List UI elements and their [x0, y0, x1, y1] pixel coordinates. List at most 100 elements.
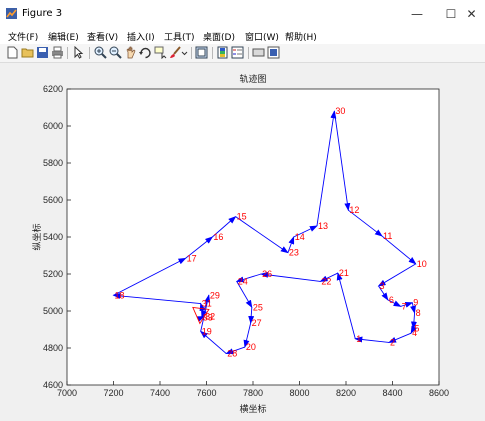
pan-icon[interactable]	[124, 46, 137, 59]
edit-plot-icon[interactable]	[72, 46, 85, 59]
point-label: 16	[213, 232, 223, 242]
point-label: 13	[318, 221, 328, 231]
point-label: 28	[227, 349, 237, 359]
figure-toolbar	[0, 44, 485, 63]
brush-icon[interactable]	[169, 46, 182, 59]
y-tick-label: 6000	[43, 121, 63, 131]
toolbar-separator	[89, 47, 90, 59]
show-plot-tools-icon[interactable]	[267, 46, 280, 59]
point-label: 5	[414, 324, 419, 334]
colorbar-icon[interactable]	[216, 46, 229, 59]
point-label: 22	[321, 276, 331, 286]
point-label: 25	[253, 302, 263, 312]
trajectory-segment	[235, 273, 262, 283]
link-plot-icon[interactable]	[195, 46, 208, 59]
trajectory-segment	[243, 322, 252, 349]
y-tick-label: 5000	[43, 306, 63, 316]
new-figure-icon[interactable]	[6, 46, 19, 59]
toolbar-separator	[212, 47, 213, 59]
point-label: 11	[383, 231, 392, 241]
menu-insert[interactable]: 插入(I)	[127, 33, 155, 43]
point-label: 31	[202, 299, 212, 309]
start-marker	[192, 306, 210, 325]
trajectory-segment	[387, 299, 402, 307]
trajectory-segment	[235, 216, 289, 254]
maximize-button[interactable]: ☐	[445, 7, 457, 21]
chevron-down-icon[interactable]	[181, 46, 188, 59]
menu-desktop[interactable]: 桌面(D)	[203, 33, 235, 43]
hide-plot-tools-icon[interactable]	[252, 46, 265, 59]
x-tick-label: 7600	[196, 388, 216, 398]
trajectory-segment	[293, 225, 318, 238]
trajectory-segment	[185, 236, 214, 259]
open-file-icon[interactable]	[21, 46, 34, 59]
trajectory-segment	[212, 215, 237, 238]
menu-view[interactable]: 查看(V)	[87, 33, 119, 43]
trajectory-segment	[248, 307, 255, 325]
x-tick-label: 7400	[150, 388, 170, 398]
zoom-in-icon[interactable]	[94, 46, 107, 59]
x-tick-label: 7200	[103, 388, 123, 398]
menu-help[interactable]: 帮助(H)	[285, 33, 317, 43]
zoom-out-icon[interactable]	[109, 46, 122, 59]
point-label: 12	[349, 205, 359, 215]
chart-title: 轨迹图	[239, 73, 266, 85]
x-axis-ticks: 7000 7200 7400 7600 7800 8000 8200 8400 8600	[57, 381, 449, 398]
y-axis-label: 纵坐标	[31, 223, 43, 250]
trajectory-segment	[316, 110, 337, 226]
trajectory-segment	[113, 257, 187, 296]
point-label: 29	[210, 290, 220, 300]
trajectory-segment	[319, 272, 339, 282]
trajectory-segment	[377, 263, 416, 287]
x-tick-label: 7800	[243, 388, 263, 398]
point-label: 3	[380, 281, 385, 291]
trajectory-segment	[236, 281, 253, 309]
data-cursor-icon[interactable]	[154, 46, 167, 59]
point-label: 23	[289, 248, 299, 258]
point-label: 19	[202, 326, 212, 336]
point-label: 27	[252, 318, 262, 328]
minimize-button[interactable]: —	[411, 7, 423, 21]
vertical-scrollbar[interactable]	[475, 63, 485, 421]
menu-edit[interactable]: 编辑(E)	[48, 33, 79, 43]
trajectory-segment	[381, 235, 417, 265]
rotate-3d-icon[interactable]	[139, 46, 152, 59]
point-label: 7	[402, 301, 407, 311]
x-tick-label: 8400	[382, 388, 402, 398]
point-label: 32	[205, 312, 215, 322]
window-title: Figure 3	[22, 8, 63, 19]
point-label: 26	[262, 269, 272, 279]
trajectory-chart: 轨迹图 横坐标 纵坐标 7000 7200 7400 7600 7800 8000 8200…	[31, 73, 449, 415]
point-label: 8	[416, 308, 421, 318]
trajectory-segment	[199, 330, 227, 354]
trajectory-segment	[260, 271, 321, 282]
menu-file[interactable]: 文件(F)	[8, 33, 39, 43]
save-icon[interactable]	[36, 46, 49, 59]
menu-tools[interactable]: 工具(T)	[164, 33, 195, 43]
point-label: 6	[389, 295, 394, 305]
point-label: 30	[335, 106, 345, 116]
point-label: 17	[187, 253, 197, 263]
legend-icon[interactable]	[231, 46, 244, 59]
trajectory-segment	[410, 302, 416, 314]
start-triangle-marker	[192, 306, 210, 325]
x-tick-label: 8000	[289, 388, 309, 398]
close-button[interactable]: ✕	[466, 7, 477, 21]
trajectory-segment	[225, 346, 246, 355]
y-tick-label: 5400	[43, 232, 63, 242]
trajectory-path	[112, 110, 417, 355]
matlab-figure-icon	[6, 8, 17, 19]
point-label: 10	[417, 259, 427, 269]
trajectory-segment	[333, 111, 351, 212]
trajectory-segment	[354, 336, 390, 343]
trajectory-segment	[112, 292, 201, 305]
trajectory-segment	[348, 209, 383, 237]
print-icon[interactable]	[51, 46, 64, 59]
point-label: 18	[115, 290, 125, 300]
x-tick-label: 7000	[57, 388, 77, 398]
menu-window[interactable]: 窗口(W)	[245, 33, 279, 43]
trajectory-segment	[201, 295, 210, 319]
trajectory-segment	[410, 325, 417, 335]
point-label: 15	[237, 212, 247, 222]
